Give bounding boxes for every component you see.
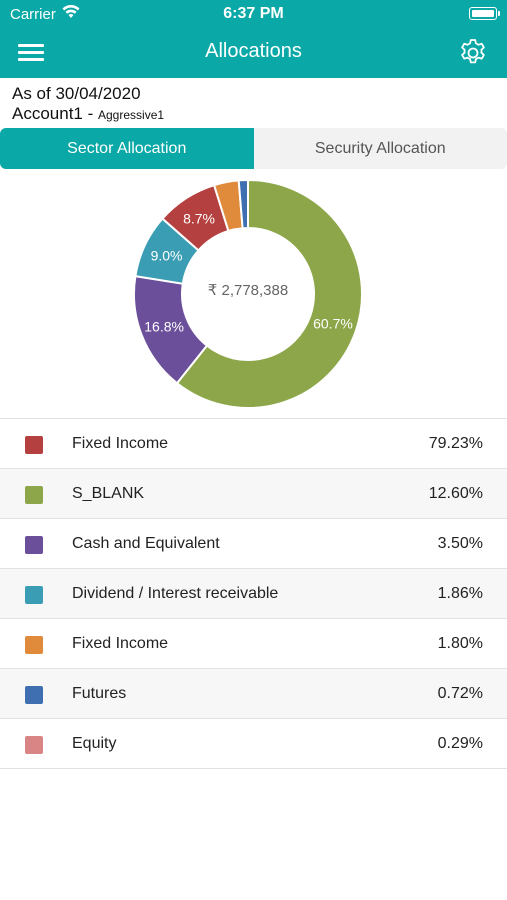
page-title: Allocations xyxy=(205,40,302,62)
list-item[interactable]: Cash and Equivalent 3.50% xyxy=(0,519,507,569)
list-item[interactable]: Equity 0.29% xyxy=(0,719,507,769)
legend-swatch xyxy=(25,536,43,554)
account-name: Account1 - xyxy=(12,104,94,123)
legend-swatch xyxy=(25,436,43,454)
account-profile: Aggressive1 xyxy=(98,108,165,122)
legend-swatch xyxy=(25,636,43,654)
allocation-legend: Fixed Income 79.23% S_BLANK 12.60% Cash … xyxy=(0,418,507,769)
allocation-donut-chart: 60.7% 16.8% 9.0% 8.7% ₹ 2,778,388 xyxy=(128,176,368,412)
account-header: As of 30/04/2020 Account1 - Aggressive1 xyxy=(12,84,164,125)
legend-label: Equity xyxy=(72,735,117,752)
legend-label: Dividend / Interest receivable xyxy=(72,585,279,602)
as-of-date: As of 30/04/2020 xyxy=(12,84,141,103)
legend-label: Cash and Equivalent xyxy=(72,535,220,552)
legend-label: Fixed Income xyxy=(72,635,169,652)
donut-slice-label: 16.8% xyxy=(144,319,184,335)
legend-swatch xyxy=(25,586,43,604)
allocation-tabs: Sector Allocation Security Allocation xyxy=(0,128,507,169)
chart-center-total: ₹ 2,778,388 xyxy=(208,282,288,299)
tab-sector-allocation[interactable]: Sector Allocation xyxy=(0,128,254,169)
donut-slice-label: 9.0% xyxy=(151,248,183,264)
hamburger-menu-icon[interactable] xyxy=(16,40,46,66)
carrier-label: Carrier xyxy=(10,6,56,23)
nav-bar: Allocations xyxy=(0,28,507,78)
list-item[interactable]: Dividend / Interest receivable 1.86% xyxy=(0,569,507,619)
list-item[interactable]: Fixed Income 1.80% xyxy=(0,619,507,669)
donut-slice-label: 8.7% xyxy=(183,210,215,226)
donut-slice[interactable] xyxy=(175,178,363,409)
legend-label: S_BLANK xyxy=(72,485,145,502)
legend-percent: 1.86% xyxy=(437,585,483,602)
legend-label: Futures xyxy=(72,685,127,702)
battery-icon xyxy=(469,7,500,20)
legend-swatch xyxy=(25,486,43,504)
clock: 6:37 PM xyxy=(223,5,284,22)
legend-label: Fixed Income xyxy=(72,435,169,452)
legend-percent: 1.80% xyxy=(437,635,483,652)
gear-icon[interactable] xyxy=(457,37,489,69)
legend-percent: 79.23% xyxy=(428,435,483,452)
legend-percent: 12.60% xyxy=(428,485,483,502)
legend-swatch xyxy=(25,686,43,704)
list-item[interactable]: S_BLANK 12.60% xyxy=(0,469,507,519)
donut-svg: 60.7% 16.8% 9.0% 8.7% ₹ 2,778,388 xyxy=(133,178,363,409)
list-item[interactable]: Futures 0.72% xyxy=(0,669,507,719)
legend-swatch xyxy=(25,736,43,754)
donut-slice[interactable] xyxy=(237,178,249,230)
list-item[interactable]: Fixed Income 79.23% xyxy=(0,419,507,469)
legend-percent: 0.29% xyxy=(437,735,483,752)
status-bar: Carrier 6:37 PM xyxy=(0,0,507,28)
legend-percent: 3.50% xyxy=(437,535,483,552)
account-line: Account1 - Aggressive1 xyxy=(12,104,164,125)
legend-percent: 0.72% xyxy=(437,685,483,702)
wifi-icon xyxy=(62,5,80,18)
donut-slice-label: 60.7% xyxy=(313,316,353,332)
tab-security-allocation[interactable]: Security Allocation xyxy=(253,128,507,169)
